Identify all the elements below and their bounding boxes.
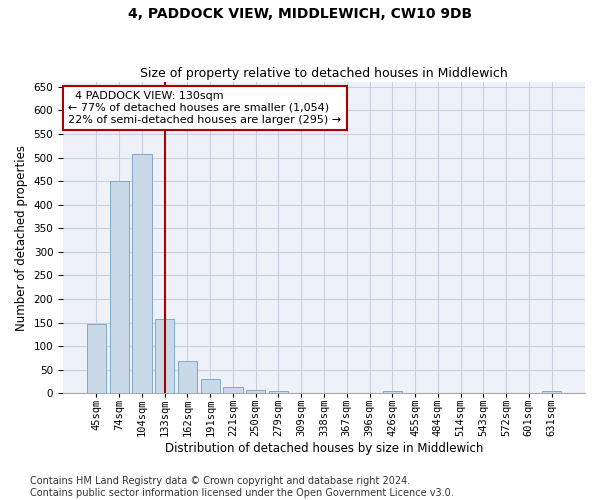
Title: Size of property relative to detached houses in Middlewich: Size of property relative to detached ho…	[140, 66, 508, 80]
Bar	[269, 391, 288, 394]
Text: 4 PADDOCK VIEW: 130sqm
← 77% of detached houses are smaller (1,054)
22% of semi-: 4 PADDOCK VIEW: 130sqm ← 77% of detached…	[68, 92, 341, 124]
Bar	[383, 391, 402, 394]
Bar	[110, 181, 129, 394]
Bar	[200, 379, 220, 394]
Bar	[155, 319, 175, 394]
Bar	[542, 391, 561, 394]
Bar	[223, 388, 242, 394]
Bar	[246, 390, 265, 394]
Bar	[132, 154, 152, 394]
X-axis label: Distribution of detached houses by size in Middlewich: Distribution of detached houses by size …	[165, 442, 483, 455]
Text: Contains HM Land Registry data © Crown copyright and database right 2024.
Contai: Contains HM Land Registry data © Crown c…	[30, 476, 454, 498]
Text: 4, PADDOCK VIEW, MIDDLEWICH, CW10 9DB: 4, PADDOCK VIEW, MIDDLEWICH, CW10 9DB	[128, 8, 472, 22]
Y-axis label: Number of detached properties: Number of detached properties	[15, 144, 28, 330]
Bar	[87, 324, 106, 394]
Bar	[178, 362, 197, 394]
